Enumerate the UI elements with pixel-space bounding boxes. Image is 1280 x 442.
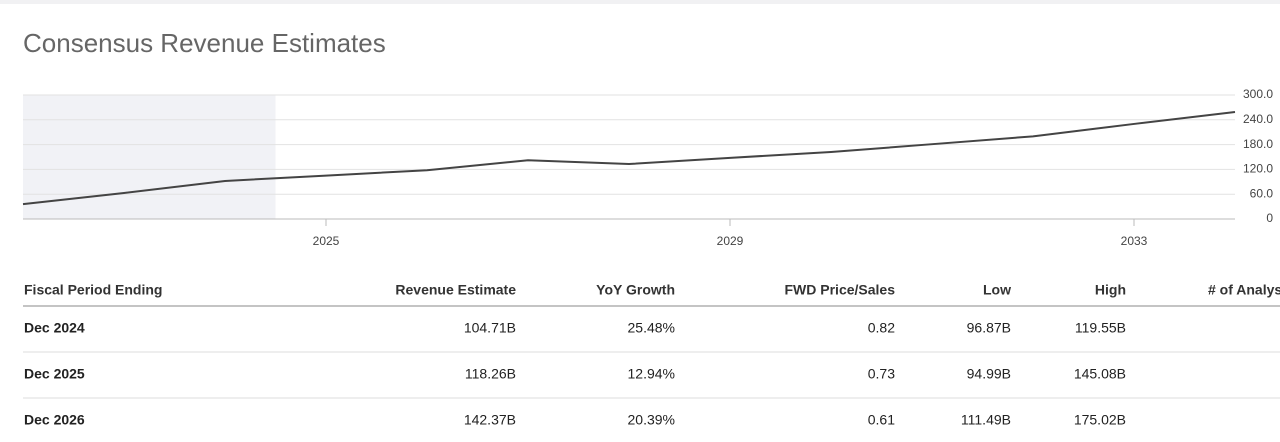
table-cell: 119.55B xyxy=(1075,320,1126,336)
table-cell: 0.82 xyxy=(868,320,895,336)
table-header: Fiscal Period Ending xyxy=(24,282,162,298)
table-cell: 118.26B xyxy=(465,366,516,382)
top-bar xyxy=(0,0,1280,4)
table-header: Revenue Estimate xyxy=(395,282,516,298)
table-cell: 12.94% xyxy=(628,366,675,382)
table-cell: 0.73 xyxy=(868,366,895,382)
table-cell: 111.49B xyxy=(961,412,1011,428)
y-tick-label: 300.0 xyxy=(1243,87,1273,101)
table-cell: 20.39% xyxy=(628,412,675,428)
y-tick-label: 0 xyxy=(1266,211,1273,225)
table-cell: 175.02B xyxy=(1074,412,1126,428)
table-cell: 94.99B xyxy=(967,366,1011,382)
y-tick-label: 180.0 xyxy=(1243,137,1273,151)
y-tick-label: 60.0 xyxy=(1250,186,1274,200)
table-cell: 142.37B xyxy=(464,412,516,428)
actual-period-shade xyxy=(23,95,276,219)
table-header: YoY Growth xyxy=(596,282,675,298)
table-header: FWD Price/Sales xyxy=(785,282,896,298)
x-tick-label: 2025 xyxy=(313,234,340,248)
y-tick-label: 240.0 xyxy=(1243,112,1273,126)
y-tick-label: 120.0 xyxy=(1243,162,1273,176)
table-cell: 96.87B xyxy=(967,320,1011,336)
x-tick-label: 2033 xyxy=(1121,234,1148,248)
table-cell: Dec 2024 xyxy=(24,320,85,336)
table-cell: 104.71B xyxy=(464,320,516,336)
table-cell: Dec 2025 xyxy=(24,366,85,382)
table-cell: 0.61 xyxy=(868,412,895,428)
table-cell: 145.08B xyxy=(1074,366,1126,382)
x-tick-label: 2029 xyxy=(717,234,744,248)
table-cell: Dec 2026 xyxy=(24,412,85,428)
table-cell: 25.48% xyxy=(628,320,675,336)
table-header: High xyxy=(1095,282,1126,298)
line xyxy=(22,110,1236,206)
table-header: # of Analys xyxy=(1208,282,1280,298)
table-header: Low xyxy=(983,282,1011,298)
page-title: Consensus Revenue Estimates xyxy=(23,28,386,58)
